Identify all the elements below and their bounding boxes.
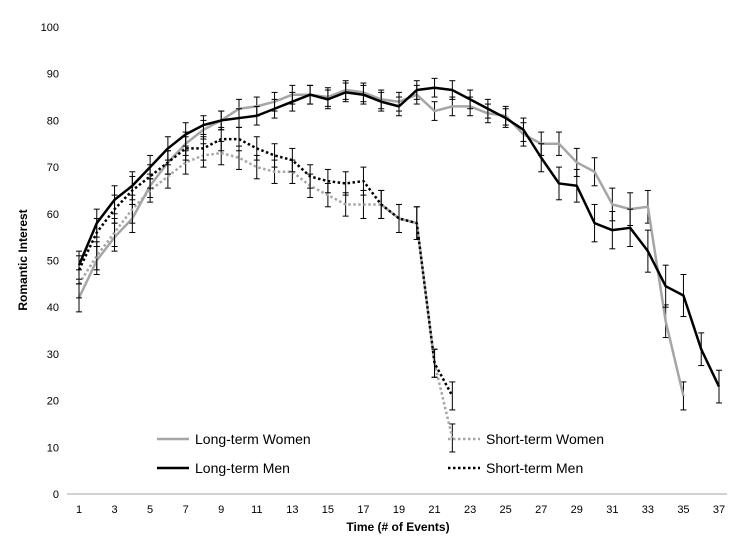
series-line: [77, 88, 685, 397]
y-tick-label: 20: [47, 396, 59, 408]
x-tick-label: 3: [111, 504, 117, 516]
x-tick-label: 9: [218, 504, 224, 516]
x-tick-label: 33: [642, 504, 654, 516]
legend: Long-term Women Short-term Women Long-term…: [157, 431, 604, 476]
error-bar: [449, 381, 456, 411]
legend-item: Short-term Men: [448, 460, 583, 476]
x-axis-ticks: 1 3 5 7 9 11 13 15 17 19 21 23 25 27 29 31 33 35 37: [76, 504, 725, 516]
y-axis-title: Romantic Interest: [16, 209, 30, 310]
legend-label: Short-term Men: [486, 460, 583, 476]
y-tick-label: 30: [47, 349, 59, 361]
x-tick-label: 13: [286, 504, 298, 516]
y-tick-label: 90: [47, 69, 59, 81]
y-tick-label: 10: [47, 442, 59, 454]
y-tick-label: 100: [41, 22, 59, 34]
y-tick-label: 60: [47, 209, 59, 221]
y-tick-label: 70: [47, 162, 59, 174]
x-tick-label: 31: [606, 504, 618, 516]
x-tick-label: 37: [713, 504, 725, 516]
legend-label: Long-term Men: [195, 460, 290, 476]
series-layer: [76, 77, 722, 453]
y-tick-label: 50: [47, 256, 59, 268]
error-bar: [271, 143, 278, 168]
x-tick-label: 5: [147, 504, 153, 516]
legend-item: Long-term Men: [157, 460, 290, 476]
x-tick-label: 15: [322, 504, 334, 516]
y-tick-label: 40: [47, 302, 59, 314]
error-bar: [182, 136, 189, 161]
error-bar: [147, 164, 154, 189]
legend-item: Short-term Women: [448, 431, 604, 447]
error-bar: [396, 203, 402, 233]
x-tick-label: 21: [428, 504, 440, 516]
series-long-term-women: [76, 80, 687, 411]
legend-label: Long-term Women: [195, 431, 311, 447]
y-axis-ticks: 0 10 20 30 40 50 60 70 80 90 100: [41, 22, 59, 501]
error-bar: [680, 381, 687, 411]
y-tick-label: 0: [53, 489, 59, 501]
error-bar: [342, 171, 349, 196]
x-tick-label: 17: [357, 504, 369, 516]
legend-item: Long-term Women: [157, 431, 311, 447]
x-tick-label: 7: [183, 504, 189, 516]
series-line: [77, 137, 454, 397]
series-short-term-women: [76, 140, 456, 453]
series-line: [77, 86, 721, 388]
x-tick-label: 25: [500, 504, 512, 516]
x-tick-label: 35: [677, 504, 689, 516]
x-axis-title: Time (# of Events): [346, 520, 449, 534]
x-tick-label: 27: [535, 504, 547, 516]
x-tick-label: 29: [571, 504, 583, 516]
series-line: [77, 151, 454, 439]
x-tick-label: 23: [464, 504, 476, 516]
series-short-term-men: [76, 126, 456, 411]
y-tick-label: 80: [47, 115, 59, 127]
series-long-term-men: [76, 77, 722, 404]
x-tick-label: 1: [76, 504, 82, 516]
error-bar: [449, 423, 456, 453]
x-tick-label: 19: [393, 504, 405, 516]
legend-label: Short-term Women: [486, 431, 604, 447]
x-tick-label: 11: [251, 504, 262, 516]
error-bar: [289, 147, 296, 173]
error-bar: [431, 348, 438, 378]
